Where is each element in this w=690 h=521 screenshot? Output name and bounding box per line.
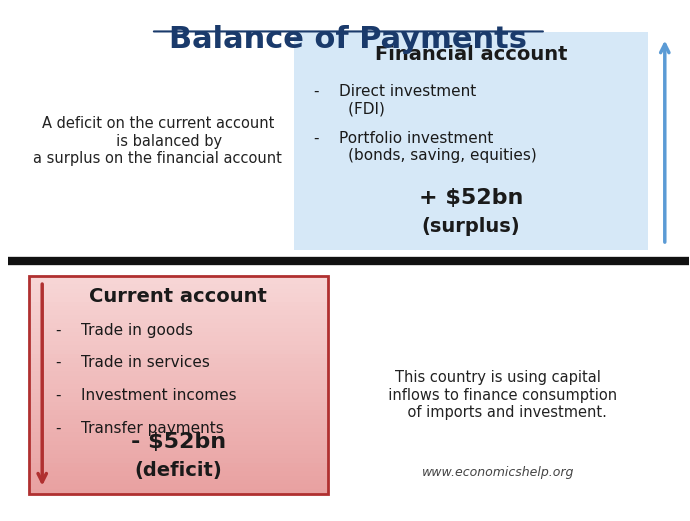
- Text: + $52bn: + $52bn: [419, 188, 523, 208]
- Bar: [28, 402, 328, 406]
- Bar: [28, 437, 328, 441]
- Bar: [28, 480, 328, 485]
- Text: -    Portfolio investment
       (bonds, saving, equities): - Portfolio investment (bonds, saving, e…: [315, 131, 537, 164]
- Text: -    Direct investment
       (FDI): - Direct investment (FDI): [315, 84, 477, 117]
- Text: -    Trade in goods: - Trade in goods: [56, 322, 193, 338]
- Bar: [28, 341, 328, 346]
- Bar: [28, 354, 328, 359]
- Bar: [28, 467, 328, 472]
- Bar: [28, 428, 328, 433]
- Bar: [28, 328, 328, 332]
- Bar: [28, 450, 328, 454]
- Bar: [28, 297, 328, 302]
- Bar: [28, 441, 328, 446]
- Text: (surplus): (surplus): [422, 217, 520, 237]
- Bar: [28, 393, 328, 398]
- Bar: [28, 315, 328, 319]
- Bar: [28, 332, 328, 337]
- Bar: [28, 276, 328, 494]
- Bar: [28, 485, 328, 489]
- Bar: [28, 463, 328, 467]
- Text: -    Trade in services: - Trade in services: [56, 355, 210, 370]
- Bar: [28, 337, 328, 341]
- Bar: [28, 380, 328, 385]
- Bar: [28, 472, 328, 476]
- Bar: [28, 284, 328, 289]
- Text: Balance of Payments: Balance of Payments: [170, 24, 527, 54]
- Text: This country is using capital
  inflows to finance consumption
    of imports an: This country is using capital inflows to…: [379, 370, 617, 420]
- Bar: [28, 276, 328, 280]
- Bar: [28, 476, 328, 481]
- Bar: [28, 411, 328, 415]
- Bar: [28, 367, 328, 372]
- Text: - $52bn: - $52bn: [130, 432, 226, 452]
- Bar: [28, 350, 328, 354]
- Bar: [28, 363, 328, 367]
- Bar: [28, 389, 328, 393]
- Bar: [28, 376, 328, 380]
- Bar: [28, 306, 328, 311]
- Bar: [28, 289, 328, 293]
- Text: -    Investment incomes: - Investment incomes: [56, 388, 237, 403]
- Text: Financial account: Financial account: [375, 45, 567, 65]
- Bar: [28, 358, 328, 363]
- Bar: [28, 311, 328, 315]
- Bar: [28, 324, 328, 328]
- Bar: [28, 415, 328, 420]
- Bar: [28, 280, 328, 285]
- Text: -    Transfer payments: - Transfer payments: [56, 420, 224, 436]
- Text: (deficit): (deficit): [135, 461, 222, 480]
- Text: www.economicshelp.org: www.economicshelp.org: [422, 466, 574, 479]
- Bar: [28, 432, 328, 437]
- Bar: [28, 419, 328, 424]
- Bar: [28, 371, 328, 376]
- FancyBboxPatch shape: [294, 32, 648, 250]
- Bar: [28, 293, 328, 298]
- Bar: [28, 445, 328, 450]
- Bar: [28, 424, 328, 428]
- Bar: [28, 398, 328, 402]
- Text: Current account: Current account: [89, 288, 267, 306]
- Bar: [28, 454, 328, 459]
- Bar: [28, 489, 328, 494]
- Bar: [28, 384, 328, 389]
- Bar: [28, 302, 328, 306]
- Bar: [28, 345, 328, 350]
- Bar: [28, 406, 328, 411]
- Bar: [28, 458, 328, 463]
- Text: A deficit on the current account
     is balanced by
a surplus on the financial : A deficit on the current account is bala…: [33, 116, 282, 166]
- Bar: [28, 319, 328, 324]
